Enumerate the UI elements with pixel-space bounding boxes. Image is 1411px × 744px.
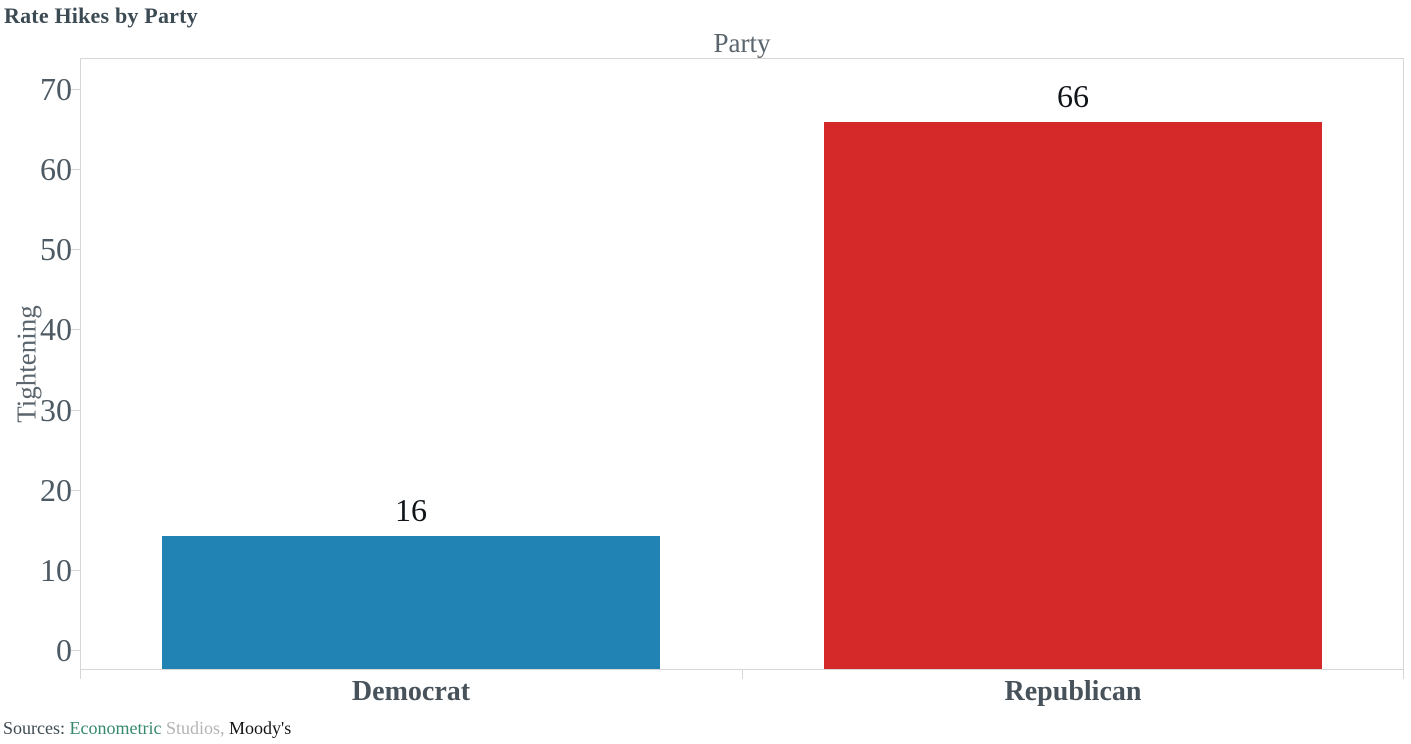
x-category-label-democrat: Democrat <box>351 676 471 707</box>
y-tick-mark <box>71 650 80 651</box>
x-category-label-republican: Republican <box>1004 676 1142 707</box>
chart-title: Rate Hikes by Party <box>4 3 198 28</box>
plot-area <box>80 58 1404 670</box>
y-tick-mark <box>71 88 80 90</box>
bar-value-label: 66 <box>1057 78 1089 114</box>
y-tick-label: 20 <box>40 471 72 508</box>
x-axis-title: Party <box>713 28 771 58</box>
y-tick-mark <box>71 169 80 171</box>
y-tick-label: 60 <box>40 151 72 188</box>
source-moodys: Moody's <box>229 718 292 738</box>
y-tick-mark <box>71 409 80 411</box>
y-tick-mark <box>71 569 80 571</box>
y-tick-label: 70 <box>40 70 72 107</box>
source-econometric: Econometric <box>69 718 166 738</box>
x-tick-mark <box>742 670 743 679</box>
y-tick-label: 10 <box>40 551 72 588</box>
x-tick-mark <box>1403 670 1404 679</box>
y-tick-mark <box>71 489 80 491</box>
y-tick-label: 0 <box>56 632 72 668</box>
sources-line: Sources: Econometric Studios, Moody's <box>3 717 291 739</box>
source-studios: Studios, <box>165 718 229 738</box>
y-tick-label: 50 <box>40 231 72 268</box>
y-tick-label: 40 <box>40 311 72 348</box>
x-tick-mark <box>80 670 81 679</box>
y-tick-mark <box>71 329 80 331</box>
y-tick-label: 30 <box>40 391 72 428</box>
y-tick-mark <box>71 249 80 251</box>
bar-democrat[interactable] <box>162 536 660 669</box>
bar-republican[interactable] <box>824 122 1322 669</box>
sources-prefix: Sources: <box>3 718 70 738</box>
bar-value-label: 16 <box>395 492 427 528</box>
